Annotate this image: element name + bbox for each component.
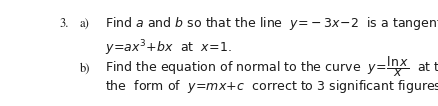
Text: $\mathrm{Find\ }a\mathrm{\ and\ }b\mathrm{\ so\ that\ the\ line\ \ }y\!=\!-3x\!-: $\mathrm{Find\ }a\mathrm{\ and\ }b\mathr… (105, 15, 438, 32)
Text: $\mathrm{the\ \ form\ of\ \ }y\!=\!mx\!+\!c\mathrm{\ \ correct\ to\ 3\ significa: $\mathrm{the\ \ form\ of\ \ }y\!=\!mx\!+… (105, 78, 438, 95)
Text: a): a) (80, 19, 89, 30)
Text: $\mathrm{Find\ the\ equation\ of\ normal\ to\ the\ curve\ \ }y\!=\!\dfrac{\ln x}: $\mathrm{Find\ the\ equation\ of\ normal… (105, 54, 438, 79)
Text: 3.: 3. (59, 19, 68, 30)
Text: $y\!=\!ax^3\!+\!bx\mathrm{\ \ at\ \ }x\!=\!1\mathrm{.}$: $y\!=\!ax^3\!+\!bx\mathrm{\ \ at\ \ }x\!… (105, 38, 232, 58)
Text: b): b) (80, 63, 90, 75)
